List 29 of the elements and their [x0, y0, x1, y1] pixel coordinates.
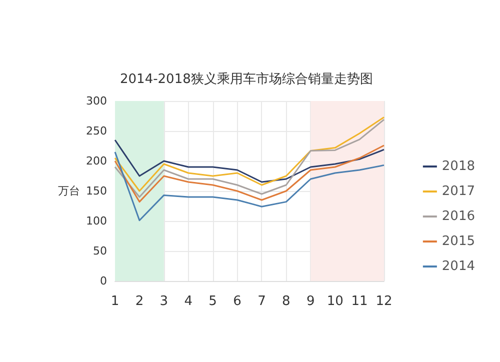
y-axis-title: 万台: [58, 184, 80, 198]
x-tick-label: 11: [351, 294, 368, 309]
line-series: [114, 144, 385, 203]
y-tick-label: 200: [86, 154, 107, 168]
legend-label: 2018: [442, 159, 476, 174]
x-tick-label: 3: [160, 294, 168, 309]
line-series: [114, 139, 385, 183]
x-tick-label: 10: [326, 294, 344, 309]
x-tick-label: 9: [306, 294, 315, 309]
x-tick-label: 5: [208, 294, 217, 309]
legend-label: 2014: [442, 259, 476, 274]
x-tick-label: 4: [184, 294, 193, 309]
y-tick-label: 0: [100, 274, 107, 288]
x-tick-label: 7: [258, 294, 266, 309]
x-tick-label: 6: [233, 294, 242, 309]
legend-label: 2016: [442, 209, 476, 224]
chart-title: 2014-2018狭义乘用车市场综合销量走势图: [120, 72, 373, 87]
x-tick-label: 1: [110, 294, 120, 309]
x-tick-label: 8: [282, 294, 290, 309]
y-tick-label: 100: [86, 214, 107, 228]
x-tick-label: 2: [135, 294, 144, 309]
x-tick-label: 12: [376, 294, 392, 309]
y-tick-label: 50: [93, 244, 107, 258]
line-series: [114, 151, 385, 222]
y-tick-label: 250: [86, 124, 107, 138]
legend-label: 2017: [442, 184, 476, 199]
legend-label: 2015: [442, 234, 476, 249]
y-tick-label: 150: [86, 184, 107, 198]
y-tick-label: 300: [86, 94, 107, 108]
